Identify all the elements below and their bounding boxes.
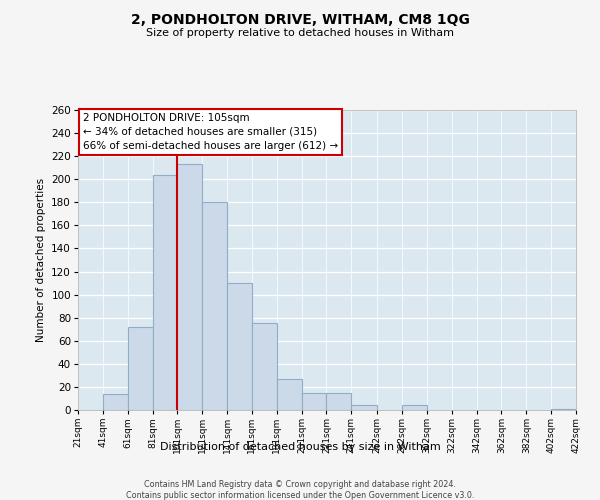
Text: Contains public sector information licensed under the Open Government Licence v3: Contains public sector information licen… (126, 491, 474, 500)
Bar (252, 324, 277, 410)
Bar (277, 379, 302, 410)
Text: Size of property relative to detached houses in Witham: Size of property relative to detached ho… (146, 28, 454, 38)
Text: Contains HM Land Registry data © Crown copyright and database right 2024.: Contains HM Land Registry data © Crown c… (144, 480, 456, 489)
Bar (103, 394, 128, 410)
Text: 2 PONDHOLTON DRIVE: 105sqm
← 34% of detached houses are smaller (315)
66% of sem: 2 PONDHOLTON DRIVE: 105sqm ← 34% of deta… (83, 113, 338, 151)
Y-axis label: Number of detached properties: Number of detached properties (36, 178, 46, 342)
Bar (351, 406, 377, 410)
Bar (402, 406, 427, 410)
Text: Distribution of detached houses by size in Witham: Distribution of detached houses by size … (160, 442, 440, 452)
Bar (178, 164, 202, 410)
Bar (152, 174, 178, 410)
Bar (551, 409, 576, 410)
Text: 2, PONDHOLTON DRIVE, WITHAM, CM8 1QG: 2, PONDHOLTON DRIVE, WITHAM, CM8 1QG (131, 12, 469, 26)
Bar (202, 202, 227, 410)
Bar (128, 327, 152, 410)
Bar (302, 392, 326, 410)
Bar (326, 392, 351, 410)
Bar (227, 283, 252, 410)
